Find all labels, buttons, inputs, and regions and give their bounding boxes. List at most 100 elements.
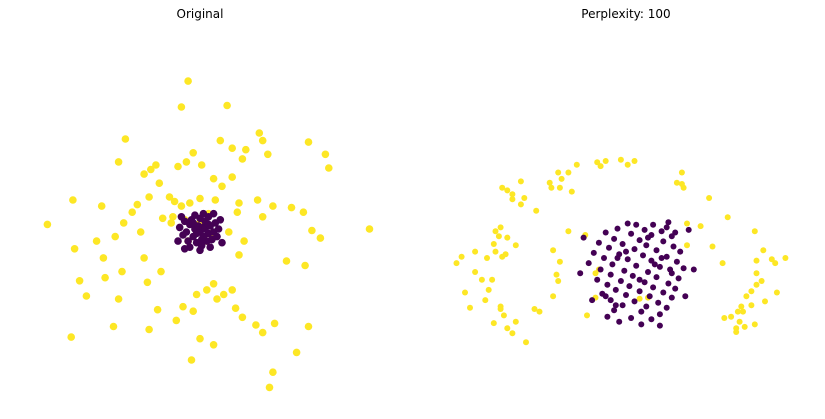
scatter-point-s0-49	[531, 306, 538, 312]
scatter-point-s0-72	[265, 383, 274, 392]
scatter-point-s0-17	[155, 179, 164, 187]
scatter-point-s1-31	[609, 261, 616, 268]
scatter-point-s0-79	[753, 270, 760, 277]
scatter-point-s1-80	[623, 248, 629, 255]
scatter-point-s0-95	[365, 225, 374, 233]
scatter-point-s0-59	[555, 278, 562, 284]
marks-perplexity	[453, 156, 789, 346]
scatter-point-s0-13	[114, 158, 123, 166]
scatter-point-s0-5	[602, 158, 609, 164]
scatter-point-s0-56	[500, 312, 507, 319]
scatter-point-s0-18	[174, 162, 182, 171]
scatter-point-s0-47	[467, 304, 473, 311]
scatter-point-s0-21	[228, 173, 236, 181]
scatter-point-s0-45	[462, 289, 468, 296]
scatter-point-s1-89	[663, 224, 670, 231]
scatter-point-s0-25	[253, 196, 262, 204]
scatter-point-s0-40	[472, 248, 479, 255]
scatter-point-s0-89	[169, 213, 177, 221]
scatter-point-s0-46	[118, 267, 126, 276]
scatter-point-s1-85	[614, 255, 621, 261]
chart-title-original: Original	[177, 7, 224, 21]
scatter-point-s0-26	[218, 182, 226, 191]
scatter-point-s0-2	[223, 101, 231, 110]
scatter-point-s0-11	[673, 179, 680, 186]
scatter-point-s1-27	[214, 225, 223, 233]
scatter-point-s0-29	[484, 255, 490, 261]
scatter-point-s0-82	[316, 234, 325, 242]
scatter-point-s1-26	[206, 243, 214, 251]
scatter-point-s1-1	[633, 221, 640, 228]
scatter-point-s0-27	[548, 184, 555, 191]
scatter-point-s0-24	[264, 150, 272, 159]
scatter-point-s0-58	[172, 316, 181, 325]
scatter-point-s0-94	[235, 251, 243, 259]
scatter-point-s0-1	[177, 103, 186, 111]
scatter-point-s0-46	[482, 297, 489, 304]
scatter-point-s1-66	[656, 311, 663, 318]
scatter-point-s0-43	[489, 276, 496, 283]
scatter-point-s0-91	[186, 199, 194, 207]
scatter-point-s0-76	[192, 290, 201, 299]
scatter-point-s0-8	[624, 161, 631, 168]
scatter-point-s0-54	[145, 325, 153, 334]
scatter-point-s0-67	[258, 328, 267, 337]
scatter-point-s1-72	[656, 322, 663, 329]
scatter-point-s0-23	[521, 195, 528, 201]
scatter-point-s1-30	[177, 213, 186, 221]
scatter-point-s0-21	[509, 191, 516, 198]
scatter-point-s0-52	[153, 305, 162, 314]
scatter-point-s1-75	[690, 266, 697, 273]
scatter-point-s0-33	[133, 200, 142, 209]
scatter-point-s0-3	[121, 135, 130, 143]
scatter-point-s0-7	[321, 150, 330, 159]
scatter-point-s1-20	[213, 232, 221, 241]
scatter-point-s1-63	[663, 304, 670, 311]
scatter-point-s1-33	[180, 245, 189, 253]
scatter-point-s0-65	[238, 313, 247, 322]
scatter-point-s0-44	[485, 286, 492, 293]
scatter-point-s1-23	[191, 211, 199, 219]
scatter-point-s1-78	[589, 297, 596, 304]
scatter-point-s0-80	[287, 203, 296, 212]
scatter-point-s0-80	[753, 281, 760, 288]
scatter-point-s0-51	[490, 320, 497, 327]
scatter-point-s0-37	[499, 253, 506, 260]
scatter-point-s1-68	[628, 315, 635, 321]
scatter-point-s1-59	[631, 298, 638, 305]
scatter-panel-perplexity: Perplexity: 100	[453, 7, 789, 346]
scatter-point-s0-73	[196, 334, 204, 343]
scatter-point-s0-16	[546, 179, 553, 186]
scatter-point-s1-33	[656, 263, 663, 270]
scatter-point-s0-32	[504, 234, 511, 241]
scatter-point-s1-4	[614, 225, 621, 232]
scatter-point-s0-75	[760, 247, 767, 254]
scatter-point-s0-22	[509, 196, 516, 203]
scatter-point-s1-84	[667, 266, 674, 273]
scatter-point-s0-54	[523, 339, 529, 346]
scatter-point-s0-39	[458, 253, 465, 260]
scatter-point-s0-19	[197, 161, 206, 169]
scatter-point-s0-10	[189, 149, 197, 157]
scatter-point-s0-81	[758, 278, 765, 284]
scatter-point-s1-67	[604, 313, 611, 320]
scatter-point-s0-47	[143, 278, 152, 287]
scatter-point-s0-93	[728, 313, 735, 320]
scatter-point-s0-84	[301, 261, 309, 270]
scatter-point-s1-17	[670, 243, 677, 250]
scatter-point-s0-12	[228, 144, 236, 152]
scatter-point-s0-24	[517, 201, 524, 208]
scatter-point-s0-87	[734, 308, 741, 315]
scatter-point-s0-35	[97, 202, 106, 210]
scatter-point-s0-9	[182, 158, 191, 166]
scatter-point-s0-26	[568, 188, 575, 195]
scatter-point-s0-68	[270, 319, 279, 328]
scatter-point-s0-91	[733, 329, 740, 335]
scatter-point-s0-73	[684, 242, 690, 249]
scatter-point-s0-85	[738, 303, 745, 310]
scatter-point-s0-52	[504, 325, 511, 332]
scatter-point-s0-57	[497, 306, 504, 312]
scatter-point-s0-15	[147, 165, 155, 174]
scatter-point-s1-39	[607, 271, 614, 278]
